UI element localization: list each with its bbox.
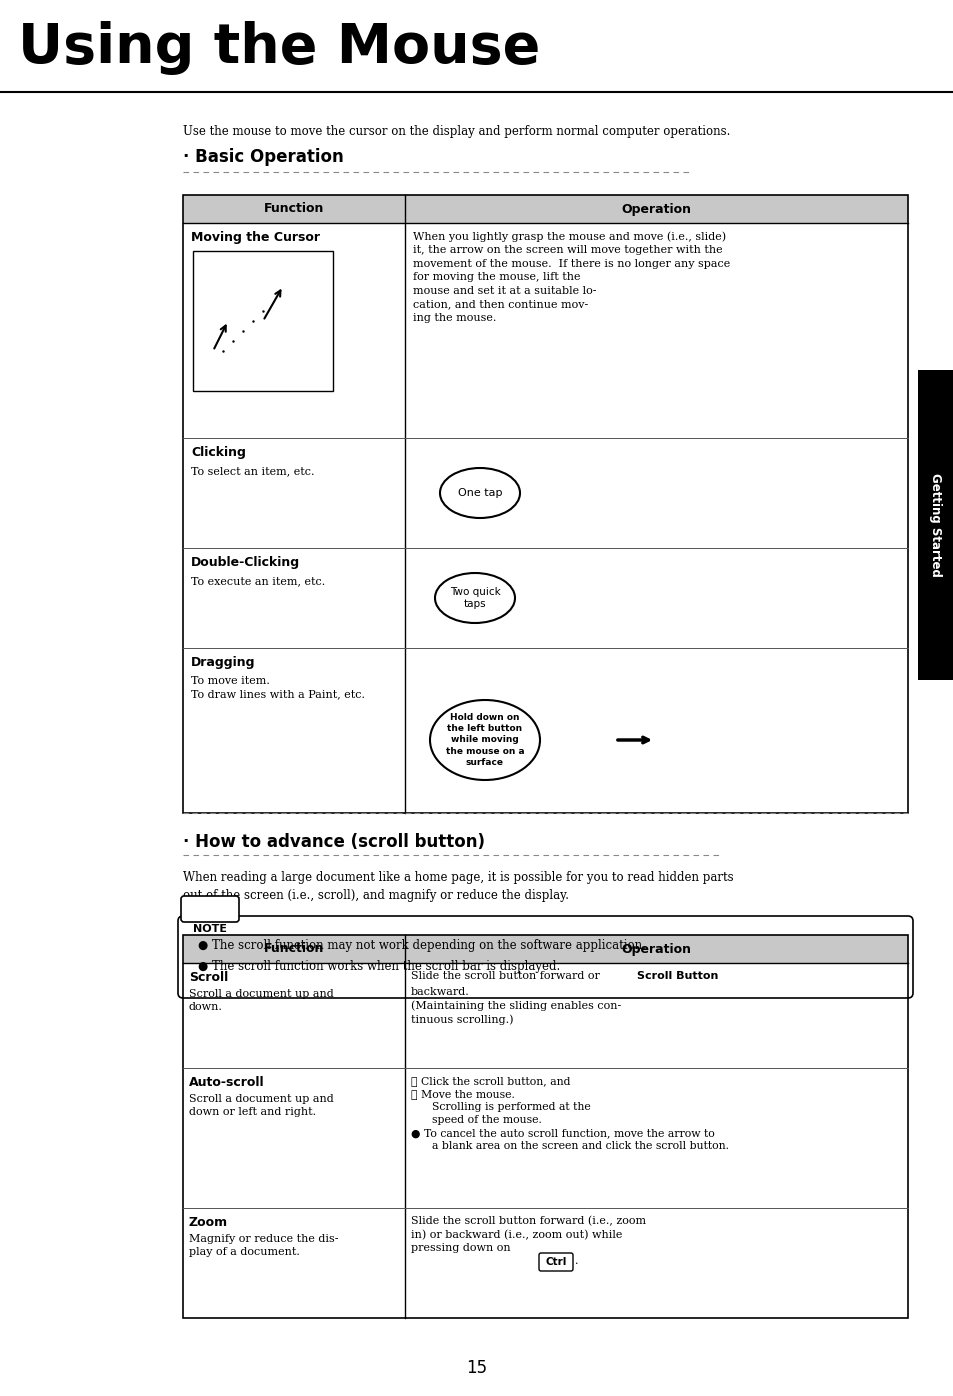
Text: Operation: Operation [620,942,691,955]
Text: NOTE: NOTE [193,924,227,934]
Ellipse shape [430,699,539,780]
FancyBboxPatch shape [181,896,239,921]
Text: Zoom: Zoom [189,1216,228,1228]
Text: Scroll a document up and
down or left and right.: Scroll a document up and down or left an… [189,1094,334,1117]
Text: Function: Function [264,202,324,215]
Bar [183,195,907,223]
Text: Use the mouse to move the cursor on the display and perform normal computer oper: Use the mouse to move the cursor on the … [183,126,730,138]
Text: Using the Mouse: Using the Mouse [18,21,539,75]
Text: Moving the Cursor: Moving the Cursor [191,230,319,244]
Text: Slide the scroll button forward (i.e., zoom
in) or backward (i.e., zoom out) whi: Slide the scroll button forward (i.e., z… [411,1216,645,1254]
Bar [183,935,907,1318]
FancyBboxPatch shape [538,1254,573,1270]
FancyBboxPatch shape [178,916,912,998]
Bar [183,935,907,963]
Text: Two quick
taps: Two quick taps [449,586,500,609]
Text: Ctrl: Ctrl [545,1256,566,1268]
Text: Dragging: Dragging [191,656,255,669]
Text: Getting Started: Getting Started [928,473,942,577]
Text: ● The scroll function may not work depending on the software application.
● The : ● The scroll function may not work depen… [198,940,645,973]
Text: To execute an item, etc.: To execute an item, etc. [191,577,325,586]
Text: When reading a large document like a home page, it is possible for you to read h: When reading a large document like a hom… [183,871,733,902]
Bar [917,370,953,680]
Text: Hold down on
the left button
while moving
the mouse on a
surface: Hold down on the left button while movin… [445,713,524,766]
Text: Scroll: Scroll [189,972,228,984]
Text: .: . [575,1256,578,1266]
Text: · How to advance (scroll button): · How to advance (scroll button) [183,833,484,852]
Text: Function: Function [264,942,324,955]
Bar [183,195,907,812]
Text: backward.
(Maintaining the sliding enables con-
tinuous scrolling.): backward. (Maintaining the sliding enabl… [411,987,620,1025]
Text: Scroll a document up and
down.: Scroll a document up and down. [189,988,334,1012]
Text: Auto-scroll: Auto-scroll [189,1076,264,1089]
Ellipse shape [435,572,515,623]
Ellipse shape [439,468,519,518]
Text: Slide the scroll button forward or: Slide the scroll button forward or [411,972,599,981]
Text: One tap: One tap [457,489,501,498]
Text: To move item.
To draw lines with a Paint, etc.: To move item. To draw lines with a Paint… [191,676,365,699]
Text: When you lightly grasp the mouse and move (i.e., slide)
it, the arrow on the scr: When you lightly grasp the mouse and mov… [413,230,729,322]
Bar [193,251,333,391]
Text: 15: 15 [466,1358,487,1376]
Text: Double-Clicking: Double-Clicking [191,556,300,570]
Text: ① Click the scroll button, and
② Move the mouse.
      Scrolling is performed at: ① Click the scroll button, and ② Move th… [411,1076,728,1152]
Text: Scroll Button: Scroll Button [637,972,718,981]
Text: Clicking: Clicking [191,445,246,459]
Text: Operation: Operation [620,202,691,215]
Text: · Basic Operation: · Basic Operation [183,148,343,166]
Text: To select an item, etc.: To select an item, etc. [191,466,314,476]
Text: Magnify or reduce the dis-
play of a document.: Magnify or reduce the dis- play of a doc… [189,1234,338,1258]
